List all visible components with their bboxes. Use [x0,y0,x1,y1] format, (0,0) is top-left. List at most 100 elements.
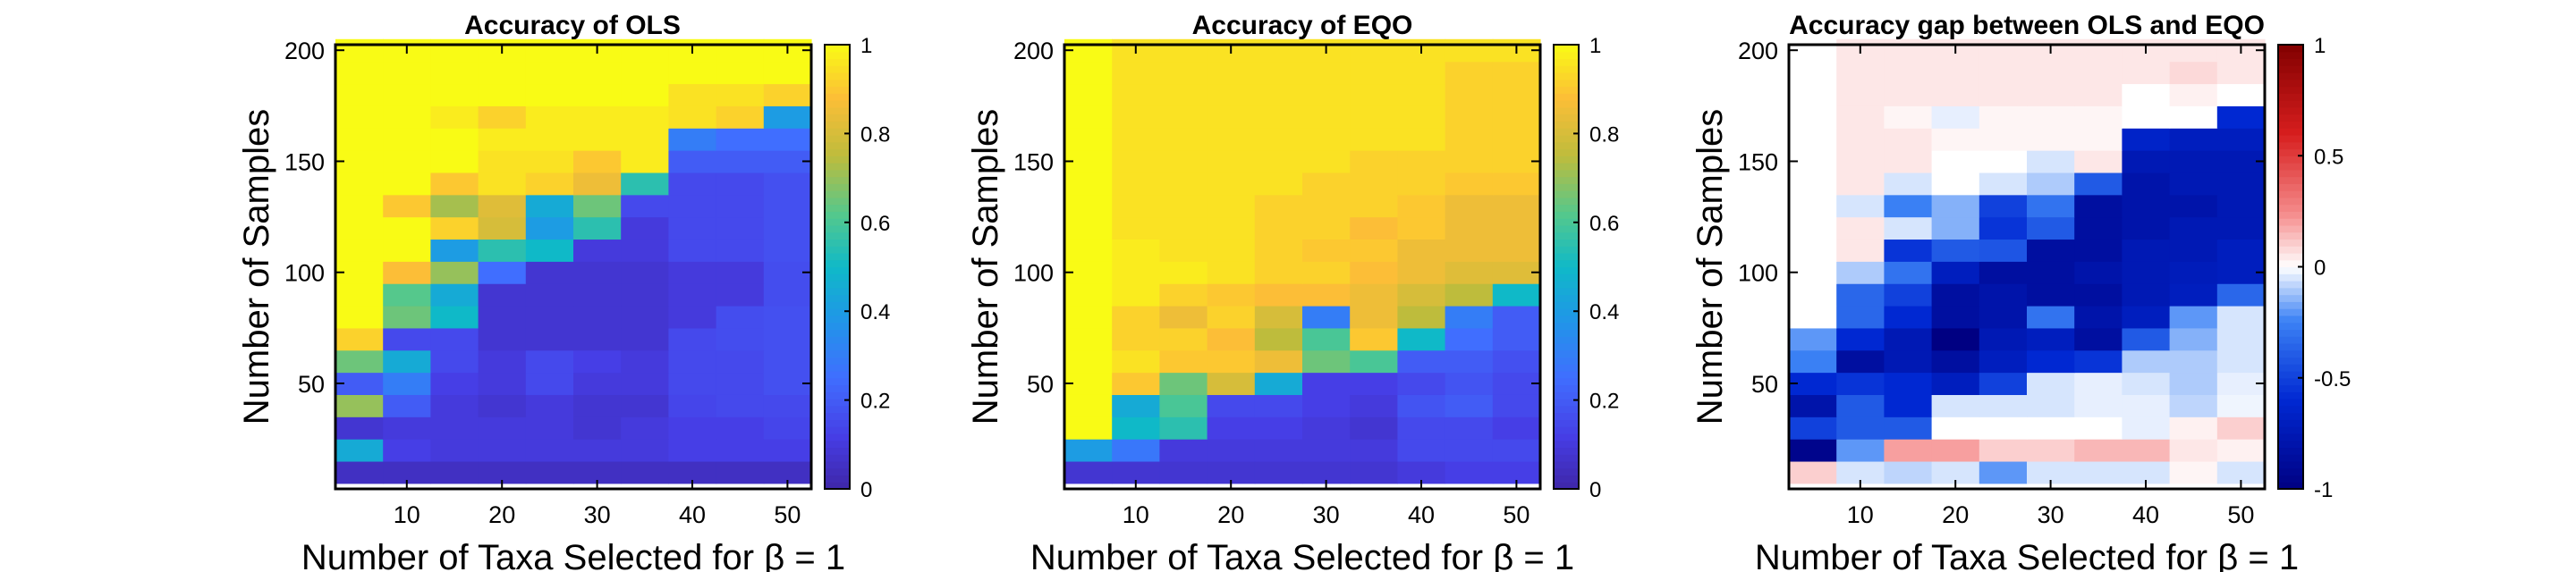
heatmap-cell [1302,194,1351,218]
heatmap-cell [2122,61,2171,85]
heatmap-cell [668,216,717,240]
colorbar-segment [1554,426,1579,434]
heatmap-cell [573,61,622,85]
heatmap-cell [478,283,527,307]
heatmap-cell [1064,394,1113,417]
heatmap-cell [383,327,431,351]
colorbar-segment [825,197,850,206]
colorbar-segment [2278,301,2303,309]
heatmap-cell [2216,349,2266,374]
chart-title: Accuracy of OLS [464,11,681,40]
heatmap-cell [1789,194,1837,218]
colorbar-segment [2278,377,2303,386]
heatmap-cell [621,38,669,63]
heatmap-cell [1884,305,1933,329]
heatmap-cell [2027,261,2075,284]
colorbar-segment [1554,419,1579,427]
colorbar-segment [2278,211,2303,219]
heatmap-cell [1254,83,1303,106]
heatmap-cell [1302,261,1351,284]
heatmap-cell [2216,394,2266,417]
heatmap-cell [430,283,479,307]
colorbar-segment [2278,467,2303,476]
heatmap-cell [716,194,765,218]
heatmap-cell [1064,327,1113,351]
colorbar-segment [825,224,850,233]
heatmap-cell [525,38,574,63]
heatmap-cell [763,61,812,85]
heatmap-cell [1931,216,1980,240]
heatmap-cell [383,128,431,151]
heatmap-cell [430,128,479,151]
heatmap-cell [573,372,622,395]
heatmap-cell [1789,283,1837,307]
heatmap-cell [1397,105,1446,129]
colorbar-segment [1554,384,1579,392]
heatmap-cell [2216,239,2266,262]
heatmap-cell [1159,416,1208,440]
colorbar-segment [2278,349,2303,358]
heatmap-cell [1492,305,1541,329]
heatmap-cell [1159,439,1208,462]
heatmap-cell [1931,283,1980,307]
colorbar-segment [2278,86,2303,94]
heatmap-cell [2169,372,2218,395]
heatmap-cell [1207,394,1256,417]
colorbar-segment [1554,156,1579,164]
heatmap-cell [1159,172,1208,196]
heatmap-cell [1445,38,1494,63]
colorbar-segment [2278,426,2303,434]
heatmap-cell [2169,128,2218,151]
heatmap-cell [1112,150,1160,173]
heatmap-cell [668,261,717,284]
colorbar-segment [2278,329,2303,337]
colorbar-segment [825,349,850,358]
heatmap-cell [716,460,765,484]
heatmap-cell [763,394,812,417]
colorbar-segment [2278,183,2303,191]
x-axis-label: Number of Taxa Selected for β = 1 [1755,538,2299,572]
heatmap-cell [716,394,765,417]
heatmap-cell [621,439,669,462]
heatmap-cell [1064,128,1113,151]
heatmap-cell [478,305,527,329]
heatmap-cell [525,105,574,129]
heatmap-cell [478,194,527,218]
heatmap-cell [1979,416,2028,440]
heatmap-cell [1884,283,1933,307]
heatmap-cell [1931,194,1980,218]
colorbar-segment [825,440,850,449]
colorbar-segment [825,246,850,254]
colorbar-segment [825,100,850,108]
colorbar-segment [1554,100,1579,108]
colorbar-segment [1554,329,1579,337]
heatmap-cell [383,283,431,307]
heatmap-cell [1492,239,1541,262]
heatmap-cell [2169,216,2218,240]
x-tick-label: 20 [1217,501,1244,528]
colorbar-segment [2278,141,2303,150]
heatmap-cell [1350,239,1398,262]
heatmap-cell [1931,61,1980,85]
colorbar-segment [825,259,850,268]
colorbar-segment [1554,287,1579,296]
y-tick-label: 150 [1738,148,1778,175]
colorbar-tick-label: 0 [860,478,872,502]
heatmap-cell [621,460,669,484]
heatmap-cell [1397,394,1446,417]
heatmap-cell [2122,105,2171,129]
x-tick-label: 30 [584,501,611,528]
colorbar-segment [825,65,850,73]
heatmap-cell [621,216,669,240]
heatmap-cell [1254,105,1303,129]
colorbar-segment [2278,239,2303,247]
heatmap-cell [2169,150,2218,173]
heatmap-cell [763,105,812,129]
colorbar-segment [1554,399,1579,407]
x-tick-label: 30 [2038,501,2064,528]
heatmap-cell [716,38,765,63]
heatmap-cell [1350,327,1398,351]
colorbar-segment [1554,218,1579,226]
colorbar-tick-label: 0.5 [2314,145,2343,169]
